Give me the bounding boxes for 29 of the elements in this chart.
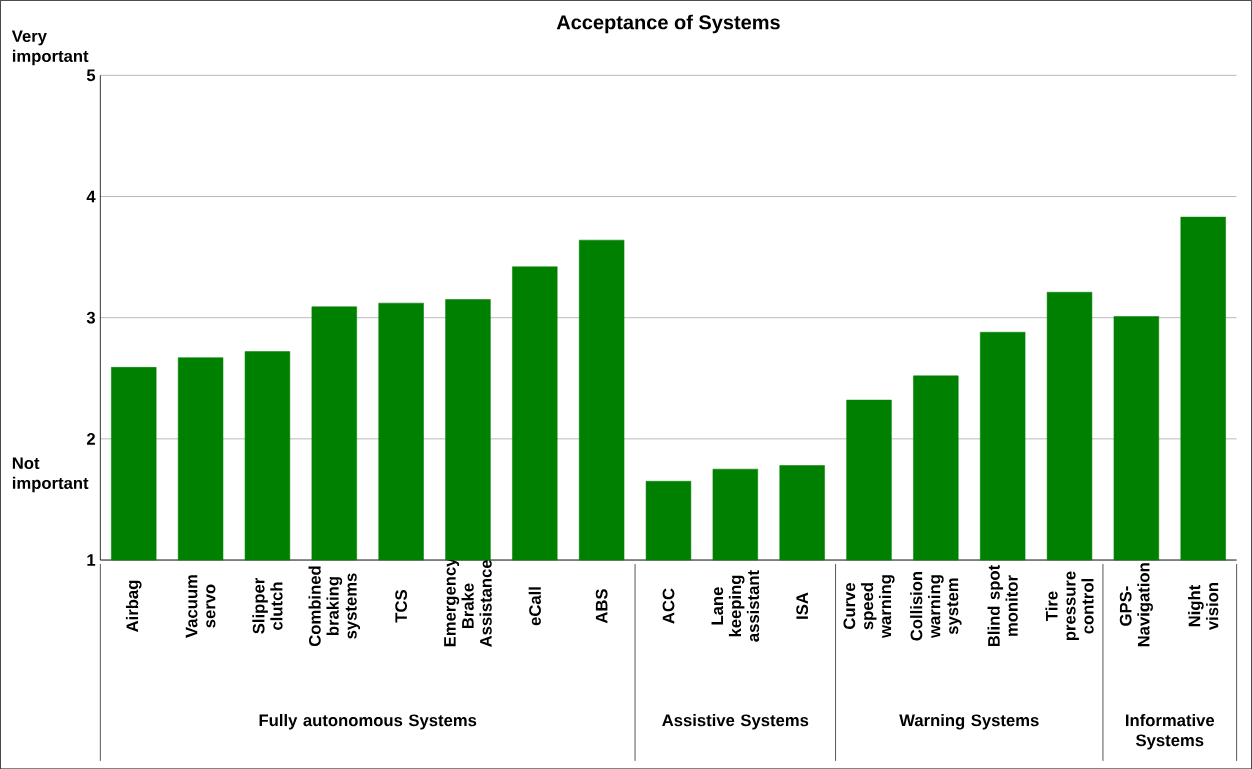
text: Very important (11, 30, 89, 66)
x-tick-label: Blind spot monitor (987, 564, 1018, 646)
x-tick-label: Vacuum servo (185, 575, 216, 638)
y-tick-label: 1 (87, 554, 96, 566)
x-tick-label: ISA (796, 592, 809, 619)
y-tick-label: 5 (86, 69, 96, 82)
x-tick-label: ACC (662, 588, 675, 624)
y-tick-label: 3 (86, 311, 96, 324)
x-tick-label: Emergency Brake Assistance (444, 557, 492, 647)
text: Not important (12, 457, 89, 493)
chart-title: Acceptance of Systems (556, 14, 780, 34)
x-tick-label: ABS (595, 588, 608, 624)
text: Informative Systems (1126, 713, 1215, 750)
x-tick-label: Lane keeping assistant (711, 570, 760, 642)
x-tick-label: Slipper clutch (252, 577, 283, 634)
y-tick-label: 4 (86, 190, 96, 203)
x-tick-label: Curve speed warning (843, 575, 895, 638)
x-tick-label: eCall (528, 587, 541, 626)
x-tick-label: GPS-Navigation (1119, 563, 1153, 647)
x-tick-label: Night vision (1188, 582, 1219, 630)
x-tick-label: TCS (395, 589, 408, 623)
y-tick-label: 2 (86, 432, 95, 445)
x-tick-label: Airbag (125, 580, 142, 632)
x-tick-label: Tire pressure control (1045, 571, 1094, 640)
x-tick-label: Combined braking systems (308, 566, 361, 646)
text: Assistive Systems (662, 713, 809, 730)
x-tick-label: Collision warning system (910, 571, 962, 641)
text: Fully autonomous Systems (259, 713, 477, 730)
text: Warning Systems (899, 713, 1039, 730)
